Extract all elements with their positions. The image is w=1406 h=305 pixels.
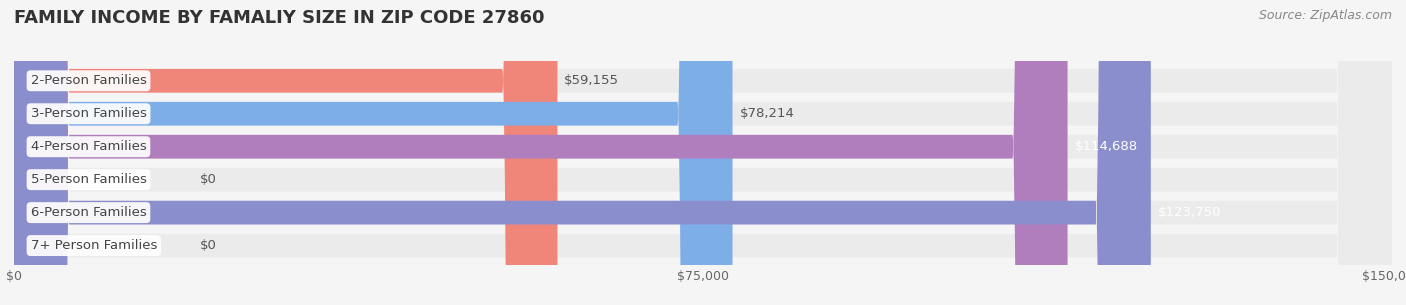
Text: $123,750: $123,750 [1157, 206, 1222, 219]
FancyBboxPatch shape [14, 0, 1150, 305]
FancyBboxPatch shape [14, 0, 1392, 305]
Text: $59,155: $59,155 [564, 74, 619, 87]
Text: 7+ Person Families: 7+ Person Families [31, 239, 157, 252]
FancyBboxPatch shape [14, 0, 1392, 305]
Text: $0: $0 [200, 173, 217, 186]
Text: 2-Person Families: 2-Person Families [31, 74, 146, 87]
FancyBboxPatch shape [14, 0, 1392, 305]
FancyBboxPatch shape [14, 0, 733, 305]
Text: Source: ZipAtlas.com: Source: ZipAtlas.com [1258, 9, 1392, 22]
FancyBboxPatch shape [14, 0, 557, 305]
Text: $0: $0 [200, 239, 217, 252]
FancyBboxPatch shape [14, 0, 1067, 305]
Text: 3-Person Families: 3-Person Families [31, 107, 146, 120]
Text: 4-Person Families: 4-Person Families [31, 140, 146, 153]
Text: FAMILY INCOME BY FAMALIY SIZE IN ZIP CODE 27860: FAMILY INCOME BY FAMALIY SIZE IN ZIP COD… [14, 9, 544, 27]
FancyBboxPatch shape [14, 0, 1392, 305]
Text: 5-Person Families: 5-Person Families [31, 173, 146, 186]
Text: $114,688: $114,688 [1074, 140, 1137, 153]
Text: 6-Person Families: 6-Person Families [31, 206, 146, 219]
FancyBboxPatch shape [14, 0, 1392, 305]
FancyBboxPatch shape [14, 0, 1392, 305]
Text: $78,214: $78,214 [740, 107, 794, 120]
